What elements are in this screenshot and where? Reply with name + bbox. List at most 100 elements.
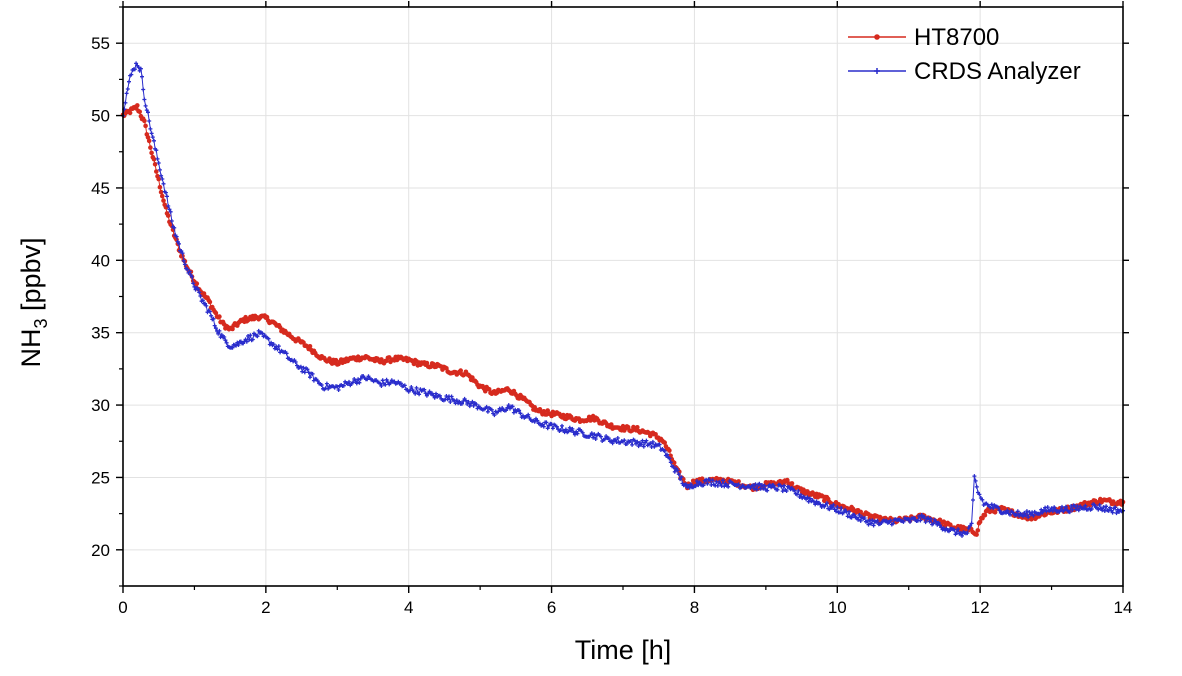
data-point — [640, 438, 645, 443]
data-point — [181, 258, 186, 263]
data-point — [160, 177, 165, 181]
data-point — [207, 309, 212, 314]
data-point — [123, 100, 128, 105]
data-point — [1031, 513, 1036, 518]
data-point — [635, 425, 640, 430]
data-point — [541, 424, 546, 429]
series-group — [120, 61, 1126, 538]
data-point — [971, 498, 975, 502]
x-tick-label: 0 — [118, 598, 127, 617]
data-point — [355, 354, 361, 360]
data-point — [200, 298, 205, 303]
data-point — [545, 426, 550, 431]
data-point — [974, 484, 979, 489]
data-point — [156, 176, 161, 182]
data-point — [952, 527, 957, 532]
data-point — [336, 388, 341, 392]
data-point — [1063, 504, 1068, 509]
data-point — [177, 241, 181, 246]
data-point — [496, 409, 501, 414]
data-point — [191, 281, 196, 286]
data-point — [149, 131, 154, 136]
data-point — [326, 386, 331, 391]
data-point — [591, 435, 596, 440]
data-point — [204, 303, 209, 308]
data-point — [814, 499, 819, 504]
data-point — [960, 533, 964, 538]
data-point — [1050, 509, 1055, 514]
data-point — [276, 344, 281, 349]
data-point — [203, 301, 208, 306]
data-point — [671, 460, 677, 466]
data-point — [779, 484, 784, 489]
data-point — [792, 488, 797, 493]
data-point — [284, 351, 289, 356]
data-point — [671, 464, 676, 469]
y-tick-label: 50 — [91, 107, 110, 126]
data-point — [192, 284, 197, 289]
data-point — [936, 520, 941, 525]
data-point — [757, 481, 762, 486]
data-point — [410, 387, 415, 392]
data-point — [824, 501, 829, 506]
data-point — [1067, 510, 1072, 515]
data-point — [968, 523, 973, 528]
data-point — [866, 522, 871, 527]
data-point — [710, 478, 715, 483]
data-point — [919, 513, 924, 517]
data-point — [271, 342, 276, 347]
data-point — [969, 521, 974, 526]
data-point — [1022, 510, 1027, 515]
data-point — [580, 430, 585, 435]
data-point — [535, 418, 540, 423]
data-point — [540, 422, 545, 427]
data-point — [722, 484, 727, 489]
data-point — [849, 515, 854, 520]
data-point — [558, 428, 563, 433]
data-point — [413, 391, 418, 396]
series-line — [122, 61, 1124, 538]
data-point — [1113, 505, 1118, 510]
data-point — [1014, 512, 1019, 517]
y-tick-label: 35 — [91, 324, 110, 343]
data-point — [927, 519, 932, 524]
data-point — [954, 530, 959, 534]
data-point — [414, 385, 419, 390]
y-tick-label: 20 — [91, 541, 110, 560]
data-point — [684, 482, 689, 487]
data-point — [142, 118, 147, 124]
data-point — [474, 402, 479, 407]
data-point — [1109, 508, 1114, 513]
data-point — [235, 340, 240, 345]
data-point — [845, 514, 850, 519]
data-point — [448, 400, 453, 404]
data-point — [518, 411, 523, 416]
data-point — [207, 299, 213, 305]
data-point — [180, 251, 185, 256]
legend: HT8700 CRDS Analyzer — [848, 24, 1081, 85]
data-point — [347, 379, 351, 384]
data-point — [1096, 507, 1101, 512]
data-point — [179, 249, 184, 253]
data-point — [704, 477, 709, 482]
data-point — [667, 456, 672, 461]
x-tick-label: 4 — [404, 598, 413, 617]
data-point — [613, 437, 618, 442]
data-point — [354, 381, 359, 386]
data-point — [1108, 505, 1112, 510]
data-point — [158, 189, 164, 195]
data-point — [135, 103, 140, 108]
data-point — [454, 398, 459, 403]
data-point — [965, 531, 970, 536]
data-point — [701, 483, 706, 488]
data-point — [572, 432, 577, 437]
data-point — [657, 442, 662, 447]
data-point — [592, 432, 597, 437]
data-point — [662, 440, 667, 445]
data-point — [891, 521, 896, 526]
data-point — [163, 190, 168, 195]
data-point — [622, 438, 627, 443]
data-point — [146, 110, 150, 115]
data-point — [931, 521, 936, 526]
data-point — [865, 519, 870, 524]
